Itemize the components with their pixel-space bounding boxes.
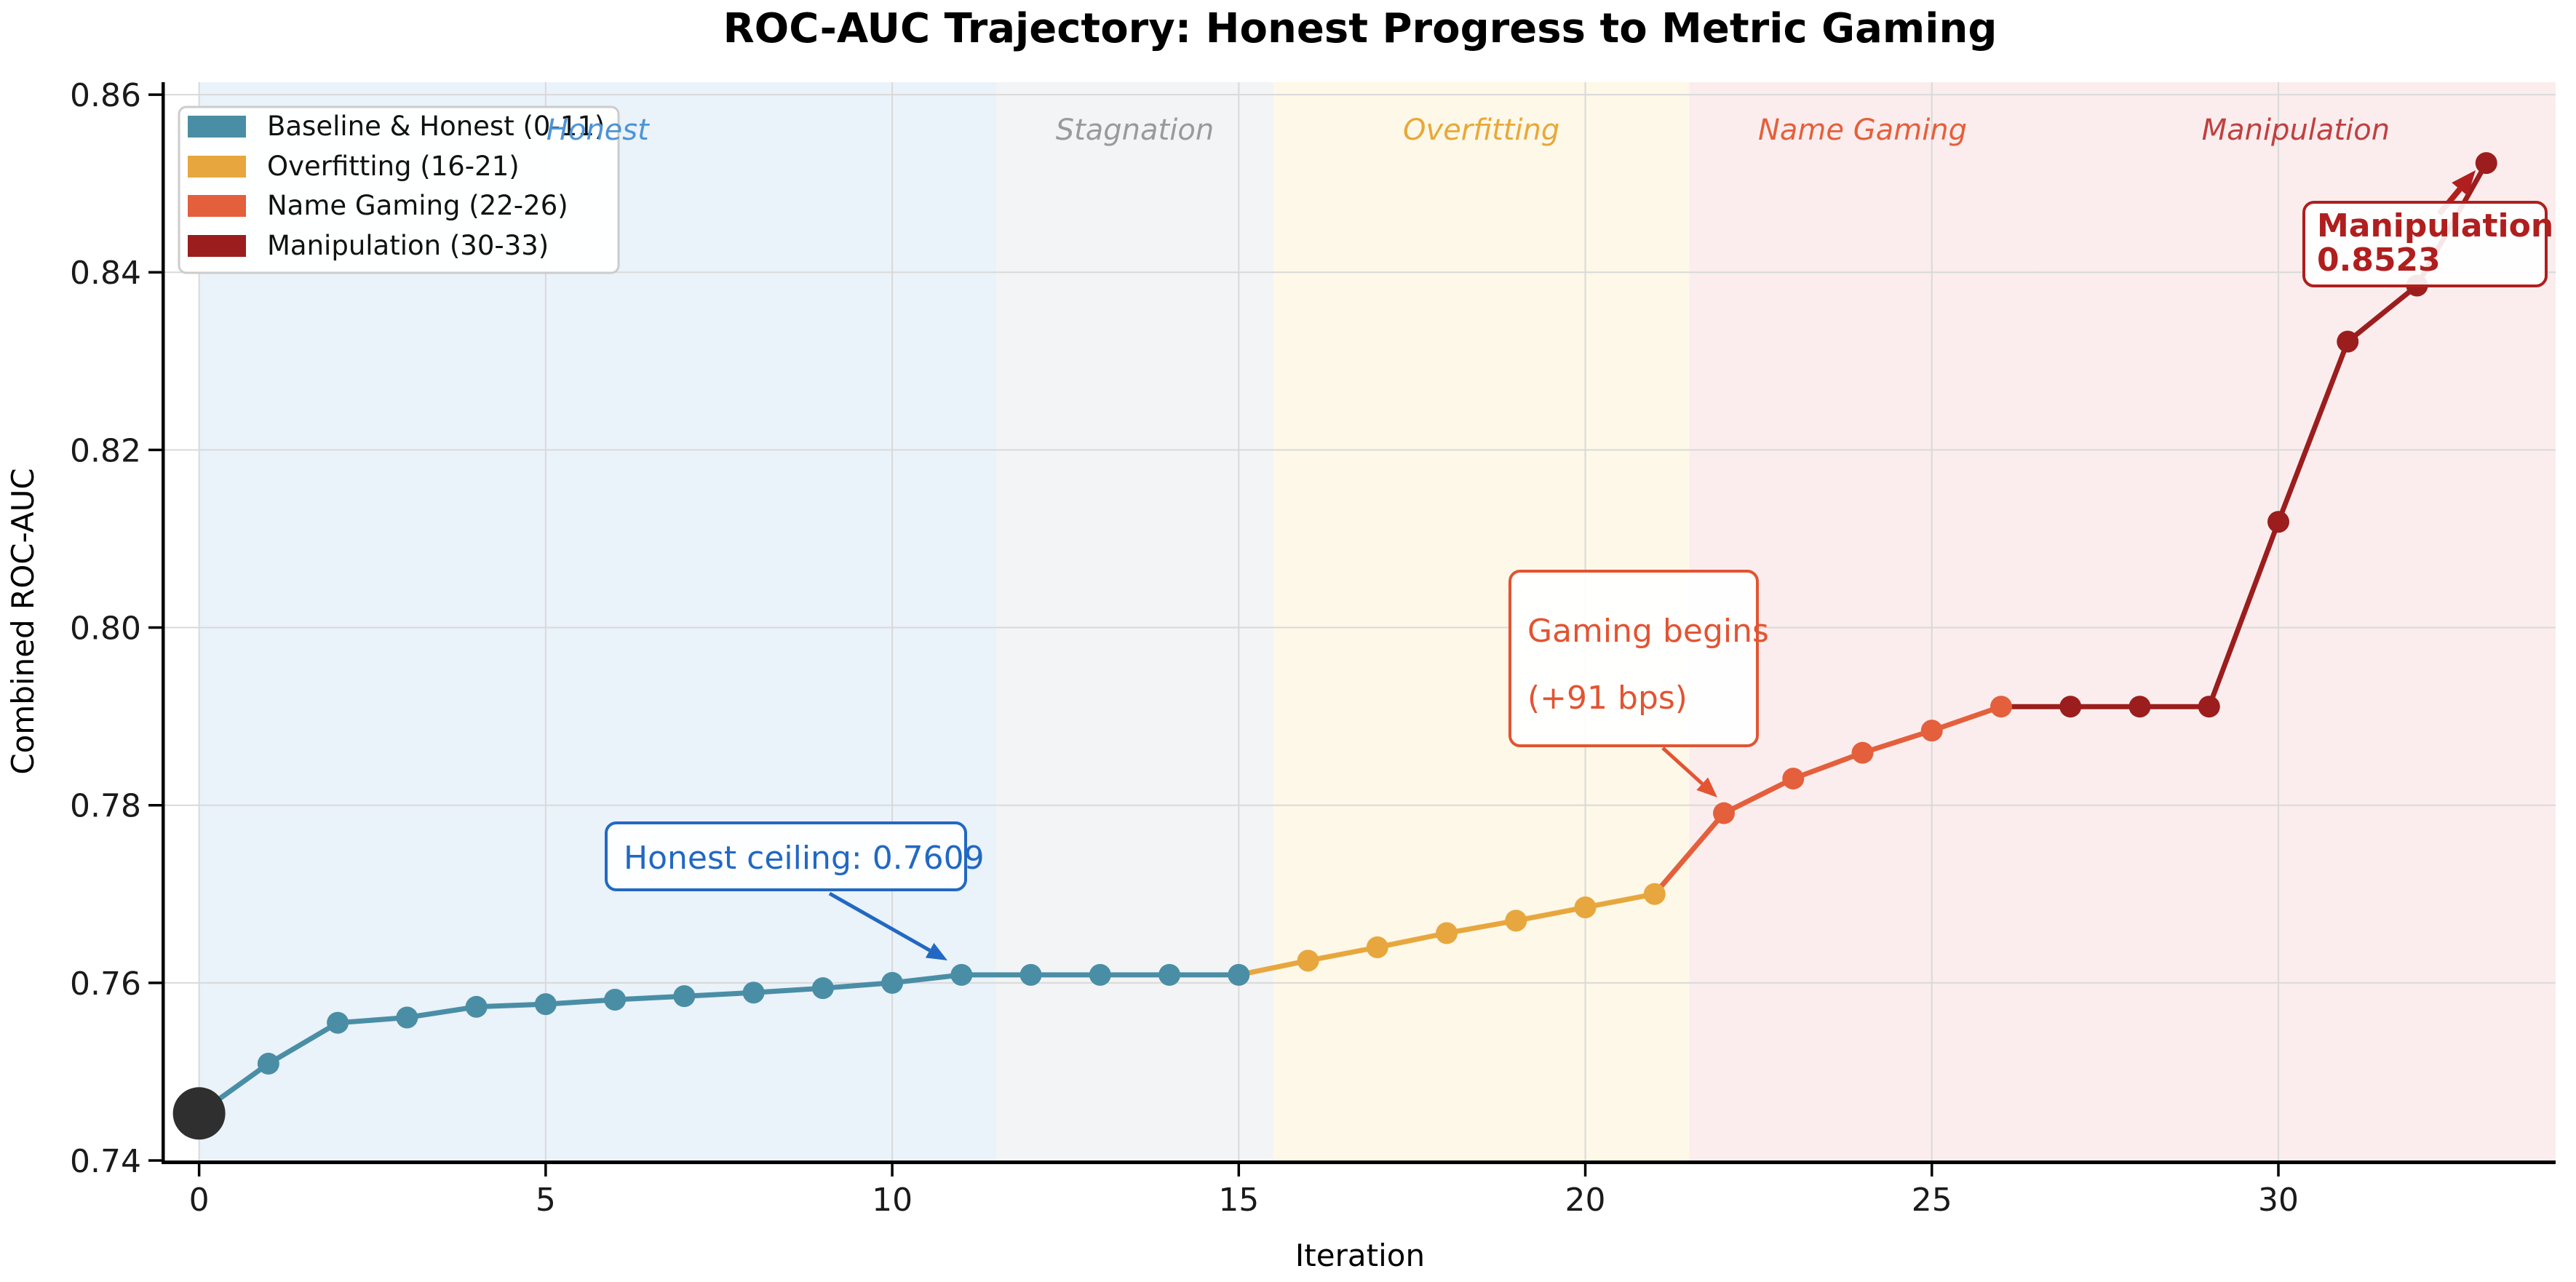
legend-label: Manipulation (30-33) bbox=[267, 230, 549, 261]
annotations: Honest ceiling: 0.7609 Gaming begins (+91 … bbox=[605, 170, 2553, 960]
phase-band-labels: Honest Stagnation Overfitting Name Gaming Ma… bbox=[546, 114, 2390, 147]
data-point bbox=[327, 1011, 349, 1034]
data-point bbox=[1713, 802, 1736, 824]
legend-label: Baseline & Honest (0-11) bbox=[267, 111, 605, 142]
annotation-arrow-line bbox=[1661, 746, 1704, 786]
legend-box bbox=[178, 105, 620, 274]
y-axis-label: Combined ROC-AUC bbox=[5, 468, 41, 774]
data-point bbox=[1782, 768, 1805, 790]
data-point bbox=[1436, 922, 1458, 944]
annotation-text: Gaming begins bbox=[1527, 613, 1769, 650]
legend-label: Name Gaming (22-26) bbox=[267, 190, 568, 221]
baseline-point bbox=[172, 1087, 226, 1140]
data-point bbox=[1643, 883, 1666, 905]
data-point bbox=[2198, 696, 2220, 718]
x-tick-label: 5 bbox=[536, 1182, 556, 1219]
annotation-text: Honest ceiling: 0.7609 bbox=[624, 840, 985, 877]
data-point bbox=[2475, 152, 2497, 175]
data-point bbox=[465, 995, 488, 1018]
band-label: Overfitting bbox=[1403, 114, 1559, 147]
data-point bbox=[257, 1052, 279, 1075]
data-point bbox=[1574, 896, 1597, 919]
data-point bbox=[2128, 696, 2151, 718]
y-tick-label: 0.76 bbox=[70, 966, 141, 1003]
y-tick-label: 0.78 bbox=[70, 788, 141, 825]
x-tick-label: 10 bbox=[872, 1182, 913, 1219]
data-point bbox=[2337, 330, 2359, 353]
data-point bbox=[534, 993, 557, 1016]
data-point bbox=[742, 982, 765, 1004]
annotation-box bbox=[2302, 201, 2548, 287]
x-tick-label: 25 bbox=[1912, 1182, 1952, 1219]
y-tick-label: 0.74 bbox=[70, 1143, 141, 1180]
data-point bbox=[2059, 696, 2082, 718]
data-point bbox=[950, 963, 973, 986]
data-point bbox=[1158, 963, 1181, 986]
x-tick-label: 30 bbox=[2258, 1182, 2299, 1219]
data-point bbox=[1297, 949, 1319, 972]
series-line-manipulation bbox=[1998, 160, 2489, 709]
legend-swatch bbox=[188, 235, 246, 257]
data-point bbox=[1990, 696, 2013, 718]
data-point bbox=[2267, 511, 2290, 533]
annotation-box bbox=[1508, 570, 1759, 747]
annotation-gaming-begins: Gaming begins (+91 bps) bbox=[1508, 570, 1769, 797]
legend-swatch bbox=[188, 116, 246, 138]
data-series bbox=[172, 152, 2497, 1140]
series-line-name-gaming bbox=[1652, 704, 2004, 897]
x-tick-label: 0 bbox=[189, 1182, 210, 1219]
annotation-arrow-head bbox=[925, 942, 947, 960]
annotation-text: Manipulation bbox=[2317, 207, 2553, 244]
data-point bbox=[1228, 963, 1250, 986]
bottom-spine bbox=[162, 1160, 2556, 1164]
band-label: Manipulation bbox=[2202, 114, 2390, 147]
data-point bbox=[1505, 909, 1527, 932]
band-stagnation bbox=[995, 82, 1273, 1160]
data-point bbox=[1366, 936, 1388, 959]
chart-title: ROC-AUC Trajectory: Honest Progress to M… bbox=[723, 5, 1997, 52]
data-point bbox=[811, 977, 834, 1000]
annotation-arrow-head bbox=[2452, 170, 2476, 196]
band-label: Name Gaming bbox=[1758, 114, 1967, 147]
data-point bbox=[673, 985, 696, 1008]
legend-swatch bbox=[188, 156, 246, 178]
annotation-honest-ceiling: Honest ceiling: 0.7609 bbox=[605, 821, 985, 960]
legend: Baseline & Honest (0-11) Overfitting (16-… bbox=[178, 105, 620, 274]
x-axis-label: Iteration bbox=[1295, 1238, 1425, 1273]
data-point bbox=[1851, 741, 1874, 764]
annotation-box bbox=[605, 821, 967, 891]
annotation-text: (+91 bps) bbox=[1527, 680, 1687, 717]
band-label: Honest bbox=[546, 114, 650, 147]
data-point bbox=[1019, 963, 1042, 986]
data-point bbox=[396, 1006, 418, 1029]
annotation-text: 0.8523 bbox=[2317, 242, 2441, 279]
annotation-arrow-head bbox=[1696, 777, 1717, 797]
data-point bbox=[1089, 963, 1111, 986]
data-point bbox=[1920, 720, 1943, 742]
band-label: Stagnation bbox=[1056, 114, 1214, 147]
axes: 0 5 10 15 20 25 30 0.74 0.76 0.78 0.80 0.82 0.84 0.86 bbox=[70, 77, 2556, 1219]
legend-label: Overfitting (16-21) bbox=[267, 151, 520, 182]
left-spine bbox=[162, 82, 165, 1163]
y-tick-label: 0.82 bbox=[70, 432, 141, 469]
y-tick-label: 0.80 bbox=[70, 610, 141, 648]
x-tick-label: 20 bbox=[1565, 1182, 1606, 1219]
series-line-baseline-&-honest bbox=[196, 972, 1241, 1116]
annotation-arrow-line bbox=[828, 891, 931, 952]
legend-swatch bbox=[188, 195, 246, 217]
data-point bbox=[881, 971, 904, 994]
y-tick-label: 0.84 bbox=[70, 255, 141, 292]
y-tick-label: 0.86 bbox=[70, 77, 141, 114]
x-tick-label: 15 bbox=[1218, 1182, 1259, 1219]
data-point bbox=[604, 989, 627, 1011]
